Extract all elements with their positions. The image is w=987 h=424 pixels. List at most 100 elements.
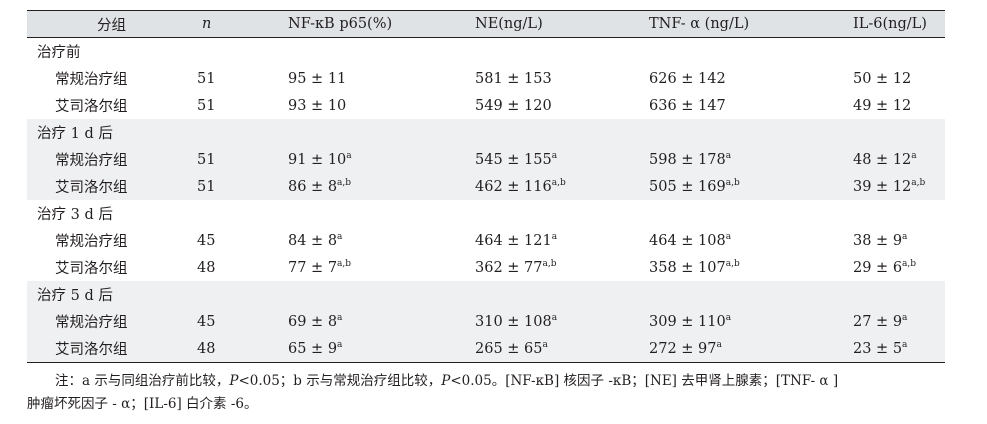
row-group: 艾司洛尔组: [55, 261, 128, 277]
cell-il6-value: 49 ± 12: [853, 97, 912, 114]
table-header: 分组 n NF-κB p65(%) NE(ng/L) TNF- α (ng/L)…: [27, 10, 945, 38]
footnote-p-symbol: P: [441, 373, 451, 389]
cell-il6: 50 ± 12: [823, 65, 945, 92]
cell-nfkb-superscript: a: [337, 339, 343, 350]
cell-il6-superscript: a: [911, 150, 917, 161]
cell-ne-superscript: a,b: [551, 177, 566, 188]
footnote-p-symbol: P: [229, 373, 239, 389]
table-row: 常规治疗组 45 84 ± 8a 464 ± 121a 464 ± 108a 38 ± 9…: [27, 227, 945, 254]
cell-tnf-superscript: a,b: [725, 258, 740, 269]
cell-tnf-value: 626 ± 142: [649, 70, 726, 87]
cell-il6: 38 ± 9a: [823, 227, 945, 254]
cell-ne-value: 545 ± 155: [475, 151, 552, 168]
table-row: 艾司洛尔组 51 86 ± 8a,b 462 ± 116a,b 505 ± 169a,b…: [27, 173, 945, 200]
cell-tnf-value: 636 ± 147: [649, 97, 726, 114]
row-n: 51: [197, 178, 216, 195]
cell-il6: 29 ± 6a,b: [823, 254, 945, 281]
cell-il6-superscript: a,b: [911, 177, 926, 188]
cell-nfkb: 77 ± 7a,b: [284, 254, 461, 281]
cell-tnf: 636 ± 147: [629, 92, 823, 119]
row-group: 常规治疗组: [55, 153, 128, 169]
cell-il6-value: 38 ± 9: [853, 232, 903, 249]
section-label: 治疗前: [37, 45, 81, 61]
cell-tnf: 309 ± 110a: [629, 308, 823, 335]
cell-ne-value: 362 ± 77: [475, 259, 543, 276]
cell-il6-value: 23 ± 5: [853, 340, 903, 357]
cell-nfkb: 95 ± 11: [284, 65, 461, 92]
cell-il6-value: 50 ± 12: [853, 70, 912, 87]
cell-ne: 464 ± 121a: [461, 227, 629, 254]
cell-il6-value: 27 ± 9: [853, 313, 903, 330]
row-n: 48: [197, 340, 216, 357]
cell-il6-value: 39 ± 12: [853, 178, 912, 195]
cell-ne-value: 462 ± 116: [475, 178, 552, 195]
cell-nfkb-value: 86 ± 8: [288, 178, 338, 195]
cell-nfkb: 91 ± 10a: [284, 146, 461, 173]
cell-tnf: 464 ± 108a: [629, 227, 823, 254]
cell-il6-value: 29 ± 6: [853, 259, 903, 276]
cell-il6-value: 48 ± 12: [853, 151, 912, 168]
cell-tnf: 598 ± 178a: [629, 146, 823, 173]
cell-ne: 581 ± 153: [461, 65, 629, 92]
table-row: 艾司洛尔组 51 93 ± 10 549 ± 120 636 ± 147 49 ± 12: [27, 92, 945, 119]
cell-nfkb-superscript: a: [337, 312, 343, 323]
row-group: 艾司洛尔组: [55, 180, 128, 196]
cell-tnf-superscript: a: [716, 339, 722, 350]
footnote-p2-text: <0.05。[NF-κB] 核因子 -κB；[NE] 去甲肾上腺素；[TNF- …: [450, 373, 839, 389]
table-footnote: 注：a 示与同组治疗前比较，P<0.05；b 示与常规治疗组比较，P<0.05。…: [27, 370, 945, 416]
cell-nfkb-superscript: a,b: [337, 177, 352, 188]
header-tnf: TNF- α (ng/L): [649, 16, 750, 32]
row-n: 45: [197, 313, 216, 330]
section-row: 治疗 1 d 后: [27, 119, 945, 146]
header-n: n: [202, 16, 212, 32]
cell-ne-value: 310 ± 108: [475, 313, 552, 330]
cell-tnf-value: 272 ± 97: [649, 340, 717, 357]
cell-il6: 48 ± 12a: [823, 146, 945, 173]
cell-ne: 545 ± 155a: [461, 146, 629, 173]
cell-tnf: 272 ± 97a: [629, 335, 823, 363]
cell-tnf: 626 ± 142: [629, 65, 823, 92]
cell-nfkb-value: 77 ± 7: [288, 259, 338, 276]
cell-tnf-superscript: a: [725, 150, 732, 161]
cell-tnf-value: 598 ± 178: [649, 151, 726, 168]
cell-il6: 49 ± 12: [823, 92, 945, 119]
cell-nfkb-superscript: a: [337, 231, 343, 242]
cell-nfkb-value: 69 ± 8: [288, 313, 338, 330]
cell-nfkb: 93 ± 10: [284, 92, 461, 119]
cell-ne-value: 265 ± 65: [475, 340, 543, 357]
table-row: 常规治疗组 51 95 ± 11 581 ± 153 626 ± 142 50 ± 12: [27, 65, 945, 92]
row-group: 常规治疗组: [55, 72, 128, 88]
cell-ne-value: 581 ± 153: [475, 70, 552, 87]
section-label: 治疗 1 d 后: [37, 126, 113, 142]
cell-ne: 310 ± 108a: [461, 308, 629, 335]
cell-nfkb: 86 ± 8a,b: [284, 173, 461, 200]
cell-tnf-superscript: a: [725, 312, 732, 323]
table-body: 治疗前常规治疗组 51 95 ± 11 581 ± 153 626 ± 142 50 ± …: [27, 38, 945, 363]
cell-ne: 549 ± 120: [461, 92, 629, 119]
cell-tnf: 358 ± 107a,b: [629, 254, 823, 281]
cell-nfkb-value: 84 ± 8: [288, 232, 338, 249]
row-group: 艾司洛尔组: [55, 342, 128, 358]
row-group: 常规治疗组: [55, 315, 128, 331]
cell-il6-superscript: a: [902, 339, 908, 350]
cell-il6: 23 ± 5a: [823, 335, 945, 363]
cell-nfkb-value: 91 ± 10: [288, 151, 347, 168]
cell-ne: 265 ± 65a: [461, 335, 629, 363]
cell-il6-superscript: a,b: [902, 258, 917, 269]
table-row: 常规治疗组 51 91 ± 10a 545 ± 155a 598 ± 178a 48 ± …: [27, 146, 945, 173]
results-table: 分组 n NF-κB p65(%) NE(ng/L) TNF- α (ng/L)…: [27, 10, 945, 363]
header-il6: IL-6(ng/L): [853, 16, 927, 32]
table-row: 艾司洛尔组 48 77 ± 7a,b 362 ± 77a,b 358 ± 107a,b 2…: [27, 254, 945, 281]
section-label: 治疗 3 d 后: [37, 207, 113, 223]
cell-ne: 462 ± 116a,b: [461, 173, 629, 200]
cell-ne-superscript: a,b: [542, 258, 557, 269]
cell-ne-superscript: a: [542, 339, 548, 350]
cell-ne-value: 464 ± 121: [475, 232, 552, 249]
row-n: 51: [197, 151, 216, 168]
cell-tnf-value: 505 ± 169: [649, 178, 726, 195]
cell-ne-superscript: a: [551, 150, 558, 161]
cell-nfkb-value: 95 ± 11: [288, 70, 347, 87]
footnote-line-2: 肿瘤坏死因子 - α；[IL-6] 白介素 -6。: [27, 396, 258, 412]
cell-tnf-superscript: a: [725, 231, 732, 242]
cell-ne-superscript: a: [551, 312, 558, 323]
